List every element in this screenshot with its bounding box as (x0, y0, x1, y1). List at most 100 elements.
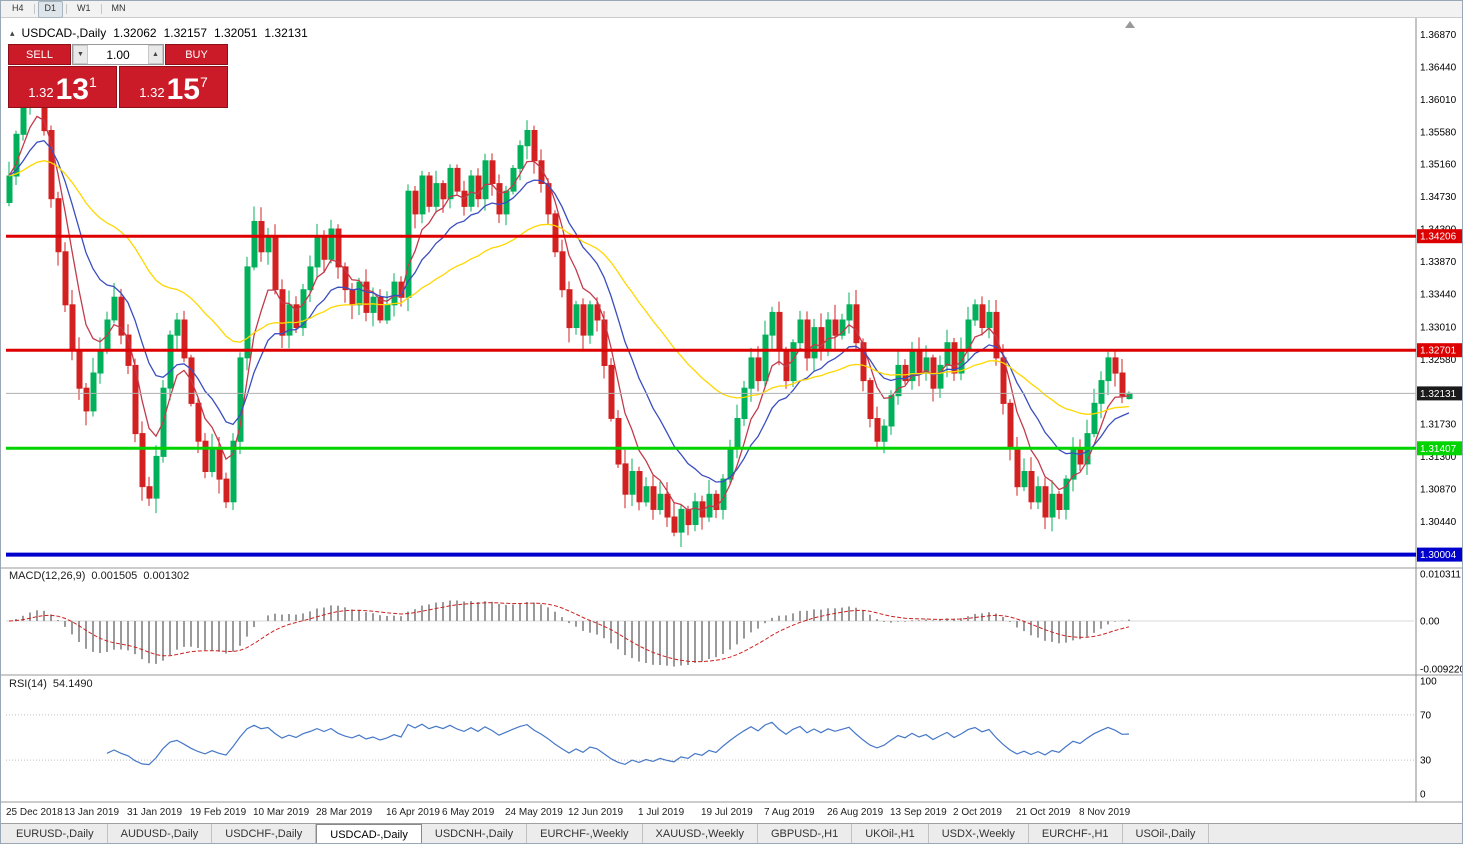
price-axis: 1.36870 1.36440 1.36010 1.35580 1.35160 1.347… (1417, 30, 1462, 562)
svg-text:31 Jan 2019: 31 Jan 2019 (127, 807, 182, 818)
macd-indicator-label: MACD(12,26,9) 0.001505 0.001302 (9, 570, 189, 582)
buy-price-pip-digit: 7 (199, 74, 208, 90)
tab-usdcad-daily[interactable]: USDCAD-,Daily (316, 824, 422, 843)
pane-separators (1, 18, 1462, 803)
moving-average-lines (8, 115, 1130, 512)
svg-text:8 Nov 2019: 8 Nov 2019 (1079, 807, 1131, 818)
horizontal-level-lines[interactable] (6, 234, 1416, 557)
svg-text:28 Mar 2019: 28 Mar 2019 (316, 807, 373, 818)
svg-text:21 Oct 2019: 21 Oct 2019 (1016, 807, 1071, 818)
svg-text:1.36440: 1.36440 (1420, 62, 1457, 73)
macd-pane: 0.010311 0.00 -0.0092203 (6, 570, 1462, 676)
ohlc-open-value: 1.32062 (113, 26, 157, 40)
sell-button[interactable]: SELL (8, 44, 71, 65)
price-badge-1.32701 (1417, 343, 1462, 358)
ohlc-close-value: 1.32131 (264, 26, 308, 40)
chart-shift-icon[interactable] (1125, 21, 1135, 28)
macd-signal-value: 0.001302 (143, 570, 190, 582)
svg-text:1.31407: 1.31407 (1420, 444, 1457, 455)
tab-eurusd-daily[interactable]: EURUSD-,Daily (3, 824, 108, 843)
toolbar-separator (33, 4, 35, 14)
svg-text:0: 0 (1420, 790, 1426, 801)
timeframe-w1-button[interactable]: W1 (77, 2, 91, 13)
macd-name: MACD(12,26,9) (9, 570, 86, 582)
svg-text:2 Oct 2019: 2 Oct 2019 (953, 807, 1002, 818)
tab-usdx-weekly[interactable]: USDX-,Weekly (929, 824, 1029, 843)
tab-xauusd-weekly[interactable]: XAUUSD-,Weekly (643, 824, 758, 843)
tab-eurchf-h1[interactable]: EURCHF-,H1 (1029, 824, 1123, 843)
price-badge-1.32131 (1417, 386, 1462, 401)
svg-text:1.31300: 1.31300 (1420, 452, 1457, 463)
svg-text:30: 30 (1420, 756, 1432, 767)
timeframe-mn-button[interactable]: MN (111, 2, 126, 13)
svg-text:1 Jul 2019: 1 Jul 2019 (638, 807, 685, 818)
chart-region: 1.36870 1.36440 1.36010 1.35580 1.35160 1.347… (1, 18, 1463, 823)
svg-text:25 Dec 2018: 25 Dec 2018 (6, 807, 63, 818)
tab-usdchf-daily[interactable]: USDCHF-,Daily (212, 824, 317, 843)
chart-tabs-bar: EURUSD-,Daily AUDUSD-,Daily USDCHF-,Daily U… (1, 823, 1462, 843)
volume-increase-button[interactable]: ▲ (148, 45, 163, 64)
svg-text:1.31730: 1.31730 (1420, 419, 1457, 430)
svg-text:1.36870: 1.36870 (1420, 30, 1457, 41)
svg-text:7 Aug 2019: 7 Aug 2019 (764, 807, 815, 818)
buy-price-prefix: 1.32 (139, 85, 165, 100)
timeframe-h4-button[interactable]: H4 (12, 2, 24, 13)
svg-text:1.36010: 1.36010 (1420, 95, 1457, 106)
svg-text:24 May 2019: 24 May 2019 (505, 807, 563, 818)
toolbar-separator (66, 4, 68, 14)
buy-price-big-digits: 15 (166, 73, 200, 106)
svg-text:6 May 2019: 6 May 2019 (442, 807, 495, 818)
one-click-trading-panel: SELL ▼ ▲ BUY 1.32 13 1 1.32 15 7 (8, 44, 228, 108)
price-chart[interactable]: 1.36870 1.36440 1.36010 1.35580 1.35160 1.347… (1, 18, 1463, 823)
svg-text:26 Aug 2019: 26 Aug 2019 (827, 807, 884, 818)
volume-input[interactable] (88, 45, 148, 64)
ohlc-low-value: 1.32051 (214, 26, 258, 40)
buy-price-button[interactable]: 1.32 15 7 (119, 66, 228, 108)
svg-text:70: 70 (1420, 710, 1432, 721)
chart-ohlc-header: ▴ USDCAD-,Daily 1.32062 1.32157 1.32051 … (10, 26, 308, 40)
svg-text:1.30440: 1.30440 (1420, 517, 1457, 528)
svg-text:13 Jan 2019: 13 Jan 2019 (64, 807, 119, 818)
toolbar-separator (100, 4, 102, 14)
svg-text:1.34206: 1.34206 (1420, 232, 1457, 243)
rsi-value: 54.1490 (52, 678, 93, 690)
tab-ukoil-h1[interactable]: UKOil-,H1 (852, 824, 929, 843)
svg-text:1.33870: 1.33870 (1420, 257, 1457, 268)
svg-text:1.33010: 1.33010 (1420, 322, 1457, 333)
macd-main-value: 0.001505 (91, 570, 138, 582)
svg-text:1.32580: 1.32580 (1420, 355, 1457, 366)
candles-series (6, 72, 1133, 547)
svg-text:1.30870: 1.30870 (1420, 485, 1457, 496)
svg-text:1.32131: 1.32131 (1420, 389, 1457, 400)
price-badge-1.30004 (1417, 547, 1462, 562)
svg-text:12 Jun 2019: 12 Jun 2019 (568, 807, 623, 818)
svg-text:1.35160: 1.35160 (1420, 159, 1457, 170)
ohlc-high-value: 1.32157 (163, 26, 207, 40)
svg-text:1.34730: 1.34730 (1420, 192, 1457, 203)
tab-eurchf-weekly[interactable]: EURCHF-,Weekly (527, 824, 643, 843)
svg-text:16 Apr 2019: 16 Apr 2019 (386, 807, 440, 818)
sell-price-prefix: 1.32 (28, 85, 54, 100)
one-click-panel-toggle-icon[interactable]: ▴ (10, 27, 15, 38)
svg-text:10 Mar 2019: 10 Mar 2019 (253, 807, 310, 818)
svg-text:1.35580: 1.35580 (1420, 128, 1457, 139)
svg-text:0.00: 0.00 (1420, 617, 1440, 628)
sell-price-button[interactable]: 1.32 13 1 (8, 66, 117, 108)
rsi-indicator-label: RSI(14) 54.1490 (9, 678, 93, 690)
svg-text:19 Jul 2019: 19 Jul 2019 (701, 807, 753, 818)
buy-button[interactable]: BUY (165, 44, 228, 65)
svg-text:1.30004: 1.30004 (1420, 550, 1457, 561)
tab-audusd-daily[interactable]: AUDUSD-,Daily (108, 824, 213, 843)
price-badge-1.31407 (1417, 441, 1462, 456)
tab-usoil-daily[interactable]: USOil-,Daily (1123, 824, 1210, 843)
tab-usdcnh-daily[interactable]: USDCNH-,Daily (422, 824, 528, 843)
tab-gbpusd-h1[interactable]: GBPUSD-,H1 (758, 824, 853, 843)
svg-text:19 Feb 2019: 19 Feb 2019 (190, 807, 247, 818)
sell-price-pip-digit: 1 (88, 74, 97, 90)
svg-text:1.32701: 1.32701 (1420, 346, 1457, 357)
volume-decrease-button[interactable]: ▼ (73, 45, 88, 64)
timeframe-d1-button[interactable]: D1 (37, 1, 64, 18)
volume-control: ▼ ▲ (72, 44, 164, 65)
price-badge-1.34206 (1417, 229, 1462, 244)
